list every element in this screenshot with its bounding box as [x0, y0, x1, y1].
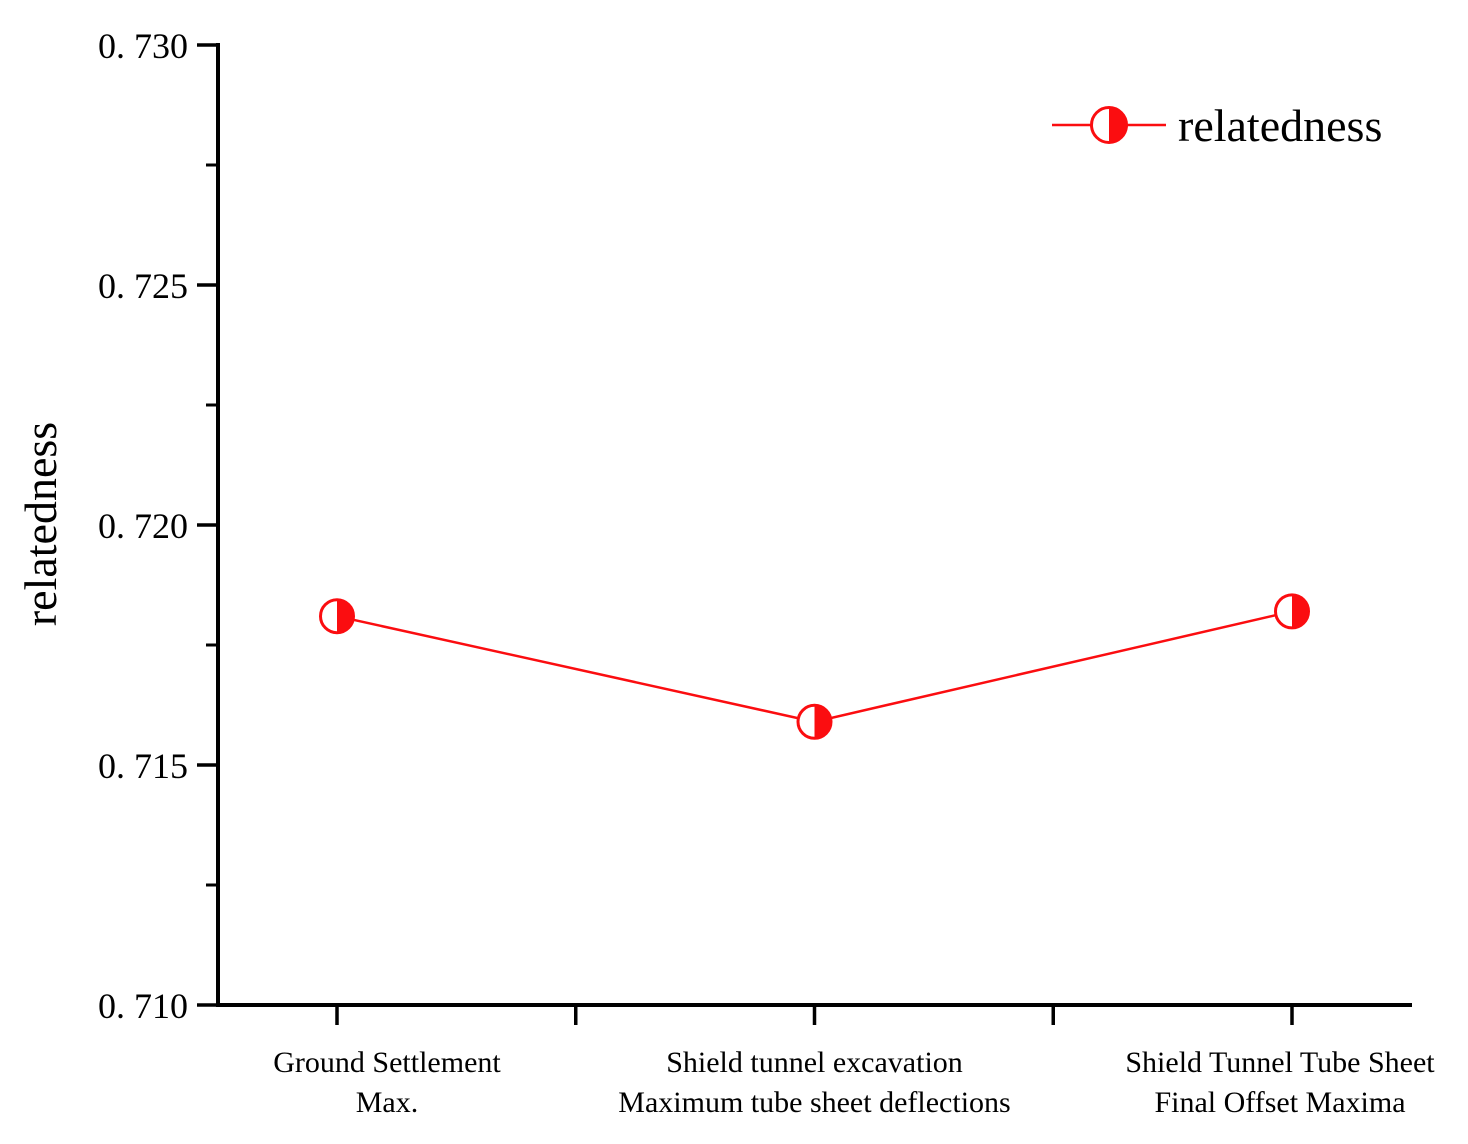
y-tick-label: 0. 710	[98, 986, 188, 1026]
legend-label: relatedness	[1178, 100, 1382, 151]
legend-marker	[1090, 106, 1128, 144]
y-tick-label: 0. 730	[98, 26, 188, 66]
data-point-marker	[319, 598, 355, 635]
marker-right-half	[1292, 594, 1309, 628]
x-category-label: Shield Tunnel Tube Sheet Final Offset Max…	[1125, 1046, 1435, 1119]
y-tick-label: 0. 720	[98, 506, 188, 546]
y-axis-title: relatedness	[15, 422, 66, 626]
marker-right-half	[1109, 107, 1127, 143]
legend: relatedness	[1052, 100, 1382, 151]
y-axis-minor-ticks	[206, 163, 218, 887]
data-points	[319, 593, 1310, 740]
y-tick-labels: 0. 730 0. 725 0. 720 0. 715 0. 710	[98, 26, 188, 1026]
marker-right-half	[337, 599, 354, 633]
data-point-marker	[796, 703, 833, 740]
half-filled-circle-icon	[1090, 106, 1128, 144]
axis-spines	[216, 43, 1412, 1007]
y-axis-major-ticks	[197, 43, 218, 1007]
data-point-marker	[1274, 593, 1310, 630]
marker-right-half	[814, 705, 831, 739]
x-axis-ticks	[335, 1005, 1294, 1025]
x-category-label: Shield tunnel excavation Maximum tube she…	[618, 1046, 1010, 1119]
y-tick-label: 0. 725	[98, 266, 188, 306]
y-tick-label: 0. 715	[98, 746, 188, 786]
x-category-labels: Ground Settlement Max. Shield tunnel excav…	[273, 1046, 1435, 1119]
x-category-label: Ground Settlement Max.	[273, 1046, 501, 1119]
